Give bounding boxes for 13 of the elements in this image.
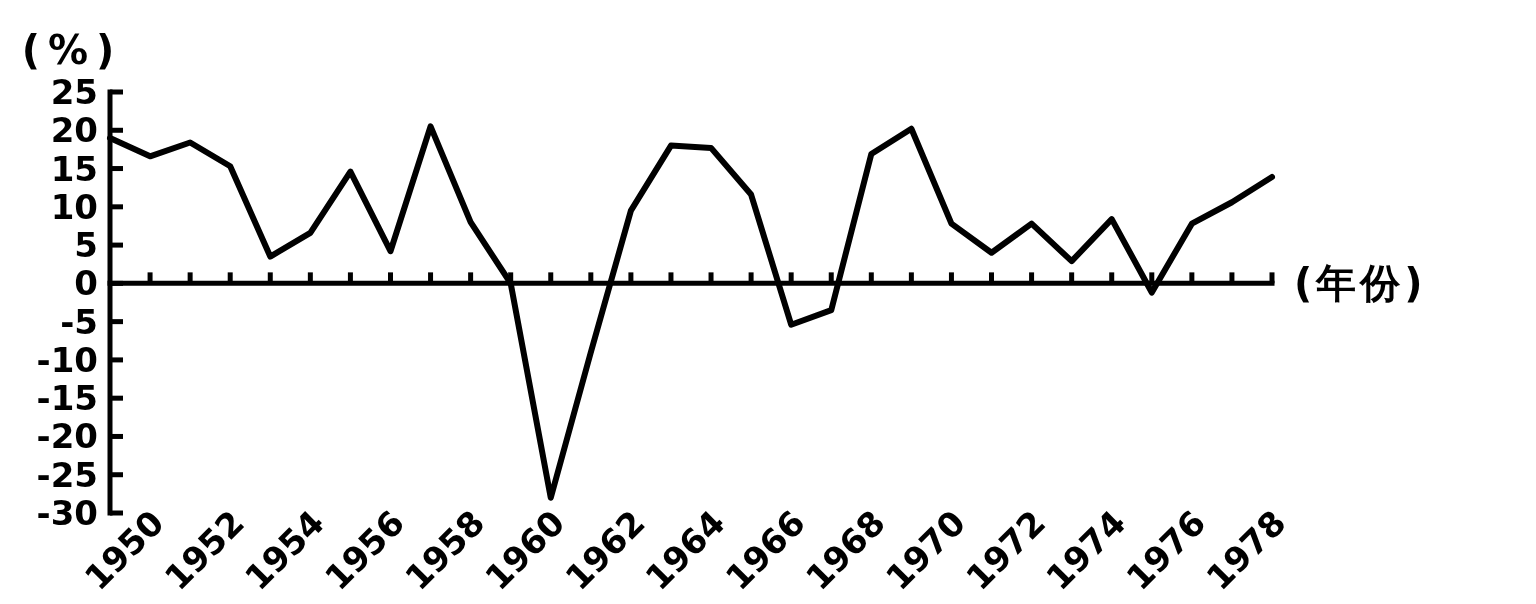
y-axis-title: (%) bbox=[21, 27, 123, 73]
y-tick-label: -20 bbox=[36, 416, 98, 457]
y-tick-label: 10 bbox=[50, 186, 98, 227]
x-axis-title: (年份) bbox=[1294, 260, 1427, 307]
y-tick-label: -5 bbox=[60, 301, 98, 342]
y-tick-label: -25 bbox=[36, 454, 98, 495]
y-tick-label: 25 bbox=[50, 72, 98, 112]
y-tick-label: -15 bbox=[36, 378, 98, 419]
y-tick-label: 0 bbox=[74, 263, 98, 304]
y-tick-label: -10 bbox=[36, 339, 98, 380]
y-tick-label: 15 bbox=[50, 148, 98, 189]
y-tick-label: 20 bbox=[50, 110, 98, 151]
y-tick-label: 5 bbox=[74, 225, 98, 266]
